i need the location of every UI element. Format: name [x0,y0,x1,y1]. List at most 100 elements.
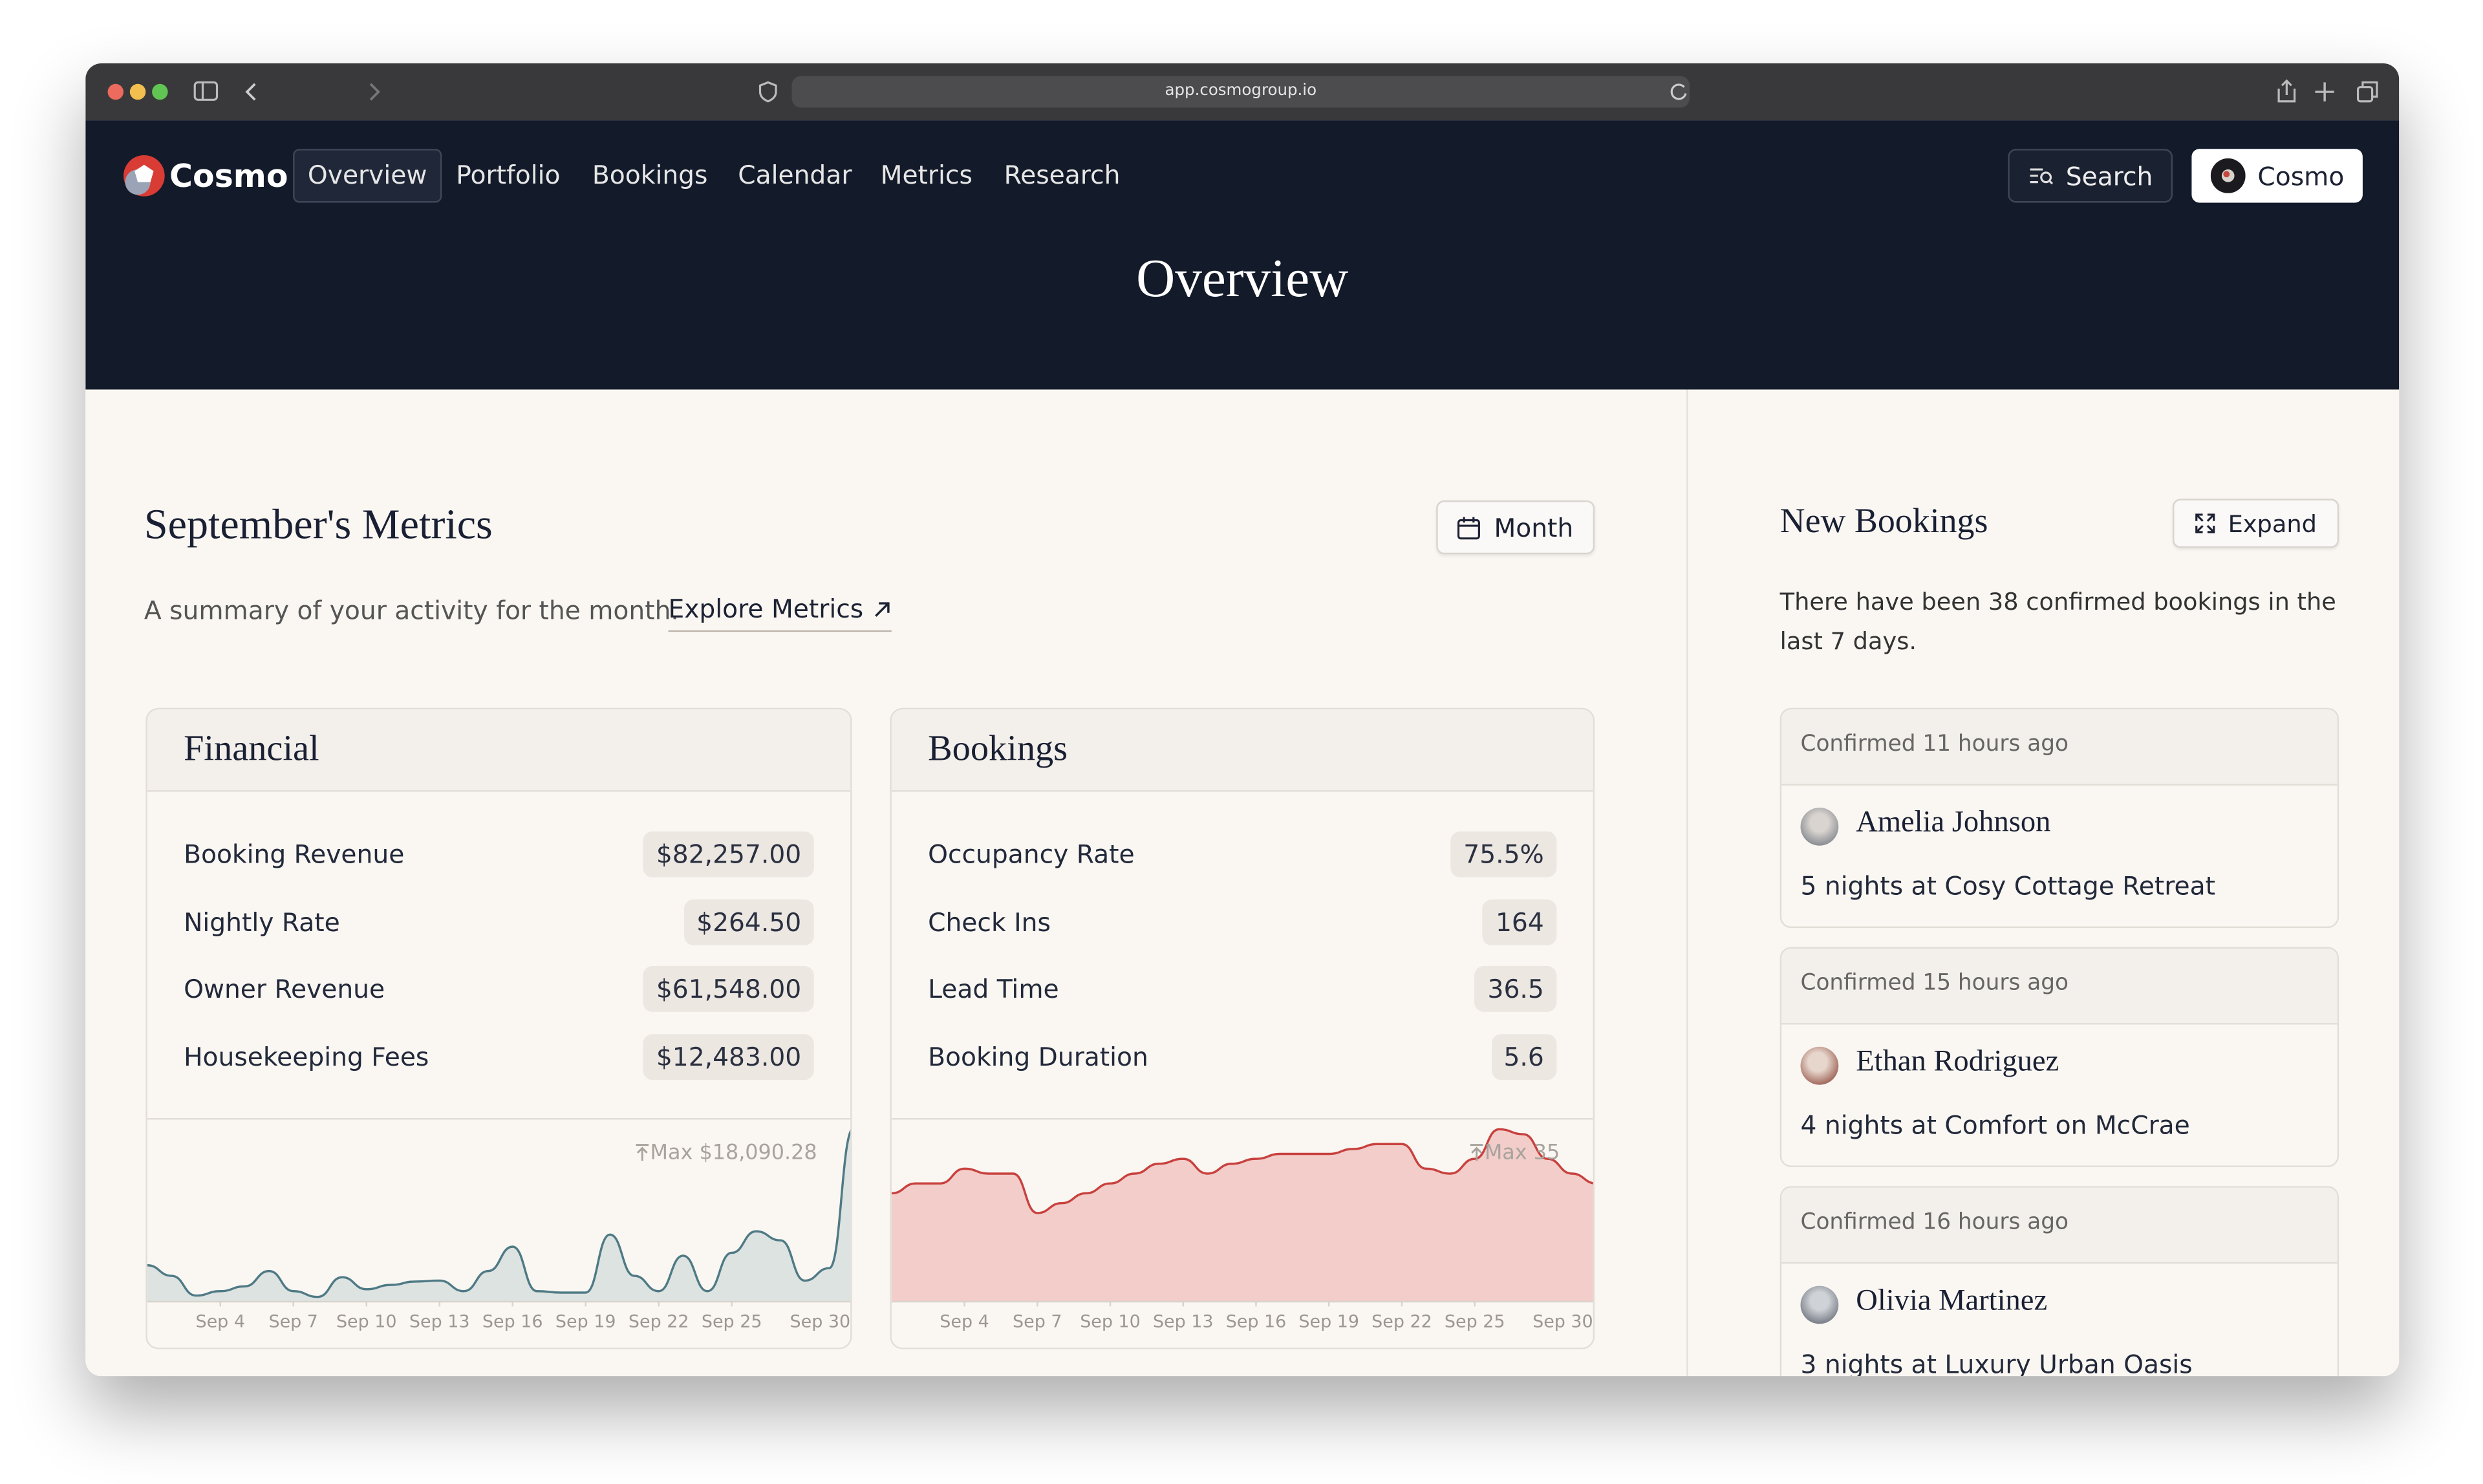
metric-label: Booking Revenue [184,838,405,869]
sidebar-icon[interactable] [193,81,219,101]
x-tick-label: Sep 10 [1080,1311,1141,1331]
max-icon [636,1144,649,1161]
metric-label: Nightly Rate [184,907,340,937]
booking-item[interactable]: Confirmed 11 hours ago Amelia Johnson 5 … [1779,707,2339,929]
metric-row: Housekeeping Fees $12,483.00 [184,1031,814,1081]
metric-value: $264.50 [683,898,814,945]
x-tick-label: Sep 19 [1298,1311,1359,1331]
metric-label: Lead Time [928,973,1059,1004]
x-tick-label: Sep 22 [629,1311,689,1331]
x-tick-label: Sep 13 [1153,1311,1214,1331]
arrow-icon [875,601,890,616]
x-tick-label: Sep 7 [1013,1311,1062,1331]
area-fill [147,1132,851,1302]
max-label: Max $18,090.28 [636,1140,817,1165]
expand-button[interactable]: Expand [2173,499,2339,548]
expand-label: Expand [2228,509,2317,538]
booking-stay: 4 nights at Comfort on McCrae [1800,1110,2190,1141]
x-tick-label: Sep 4 [196,1311,245,1331]
card-header: Bookings [891,709,1593,792]
card-header: Financial [147,709,851,792]
guest-avatar [1800,1046,1839,1085]
back-icon[interactable] [245,83,256,101]
x-tick-label: Sep 7 [269,1311,318,1331]
booking-header: Confirmed 11 hours ago [1781,709,2338,786]
metric-row: Check Ins 164 [928,896,1557,947]
x-tick-label: Sep 13 [409,1311,470,1331]
x-tick-label: Sep 10 [336,1311,397,1331]
shield-icon [758,81,777,103]
metric-label: Booking Duration [928,1041,1148,1071]
booking-status: Confirmed 15 hours ago [1800,971,2069,996]
max-label-text: Max 35 [1485,1140,1560,1165]
x-tick-label: Sep 19 [555,1311,616,1331]
tabs-icon-back [2361,81,2378,98]
x-tick-label: Sep 30 [1532,1311,1593,1331]
booking-item[interactable]: Confirmed 15 hours ago Ethan Rodriguez 4… [1779,947,2339,1167]
new-bookings-title: New Bookings [1779,500,1988,541]
app-header: Cosmo Overview Portfolio Bookings Calend… [85,120,2400,390]
nav-link[interactable]: Bookings [592,160,708,190]
x-tick-label: Sep 22 [1371,1311,1432,1331]
account-button[interactable]: Cosmo [2191,149,2363,203]
window-actions [2277,79,2378,103]
booking-status: Confirmed 16 hours ago [1800,1210,2069,1236]
toolbar-icons [193,81,380,101]
tabs-icon[interactable] [2356,86,2374,103]
metric-row: Booking Revenue $82,257.00 [184,828,814,879]
new-tab-icon[interactable] [2315,82,2334,102]
nav-link[interactable]: Research [1004,160,1121,190]
share-icon[interactable] [2277,79,2296,103]
brand-logo[interactable] [120,152,167,199]
period-label: Month [1494,512,1574,543]
column-divider [1686,389,1688,1377]
booking-header: Confirmed 16 hours ago [1781,1187,2338,1264]
card-title: Bookings [928,728,1068,768]
card-title: Financial [184,728,319,768]
nav-link-active[interactable]: Overview [293,149,442,203]
bookings-card: Bookings Occupancy Rate 75.5% Check Ins 16… [890,707,1595,1350]
explore-metrics-link[interactable]: Explore Metrics [668,594,892,632]
booking-stay: 3 nights at Luxury Urban Oasis [1800,1349,2193,1377]
minimize-button[interactable] [129,83,146,100]
metric-value: 164 [1483,898,1557,945]
nav-link[interactable]: Portfolio [456,160,561,190]
metric-value: 36.5 [1474,965,1557,1011]
bookings-summary: There have been 38 confirmed bookings in… [1779,587,2336,656]
forward-icon[interactable] [369,83,380,101]
account-name: Cosmo [2257,160,2345,191]
x-tick-label: Sep 16 [482,1311,543,1331]
metric-row: Lead Time 36.5 [928,963,1557,1013]
area-line [891,1128,1593,1214]
metric-row: Occupancy Rate 75.5% [928,828,1557,879]
area-fill [891,1129,1593,1302]
x-tick-label: Sep 16 [1226,1311,1287,1331]
zoom-button[interactable] [152,83,168,100]
metric-label: Owner Revenue [184,973,385,1004]
metric-label: Check Ins [928,907,1051,937]
guest-name: Olivia Martinez [1856,1284,2048,1318]
metric-value: $82,257.00 [643,830,814,877]
reload-icon[interactable] [1669,82,1688,101]
financial-card: Financial Booking Revenue $82,257.00 Nigh… [145,707,852,1350]
max-icon [1470,1144,1483,1161]
browser-window: app.cosmogroup.io Cosmo Overview Portfol… [85,63,2400,1377]
metric-value: $12,483.00 [643,1033,814,1079]
period-button[interactable]: Month [1436,500,1595,555]
booking-item[interactable]: Confirmed 16 hours ago Olivia Martinez 3… [1779,1186,2339,1377]
nav-link[interactable]: Metrics [880,160,973,190]
search-button[interactable]: Search [2008,149,2173,203]
guest-name: Ethan Rodriguez [1856,1045,2059,1079]
search-label: Search [2065,160,2153,191]
max-label-text: Max $18,090.28 [650,1140,817,1165]
nav-link[interactable]: Calendar [738,160,852,190]
guest-name: Amelia Johnson [1856,806,2051,839]
x-tick-label: Sep 25 [1445,1311,1505,1331]
close-button[interactable] [107,83,124,100]
calendar-icon [1457,516,1481,539]
brand-name[interactable]: Cosmo [169,156,288,195]
address-bar[interactable]: app.cosmogroup.io [791,76,1690,108]
